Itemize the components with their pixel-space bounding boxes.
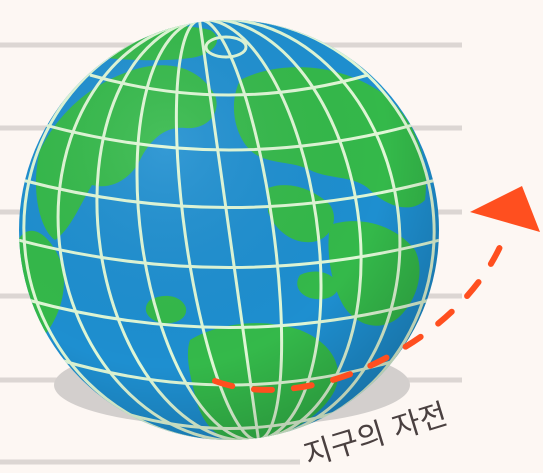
arrowhead-icon [470, 186, 540, 232]
globe-shading [19, 20, 439, 440]
rotation-arrow-path [212, 232, 508, 393]
rotation-arrow [212, 186, 540, 393]
